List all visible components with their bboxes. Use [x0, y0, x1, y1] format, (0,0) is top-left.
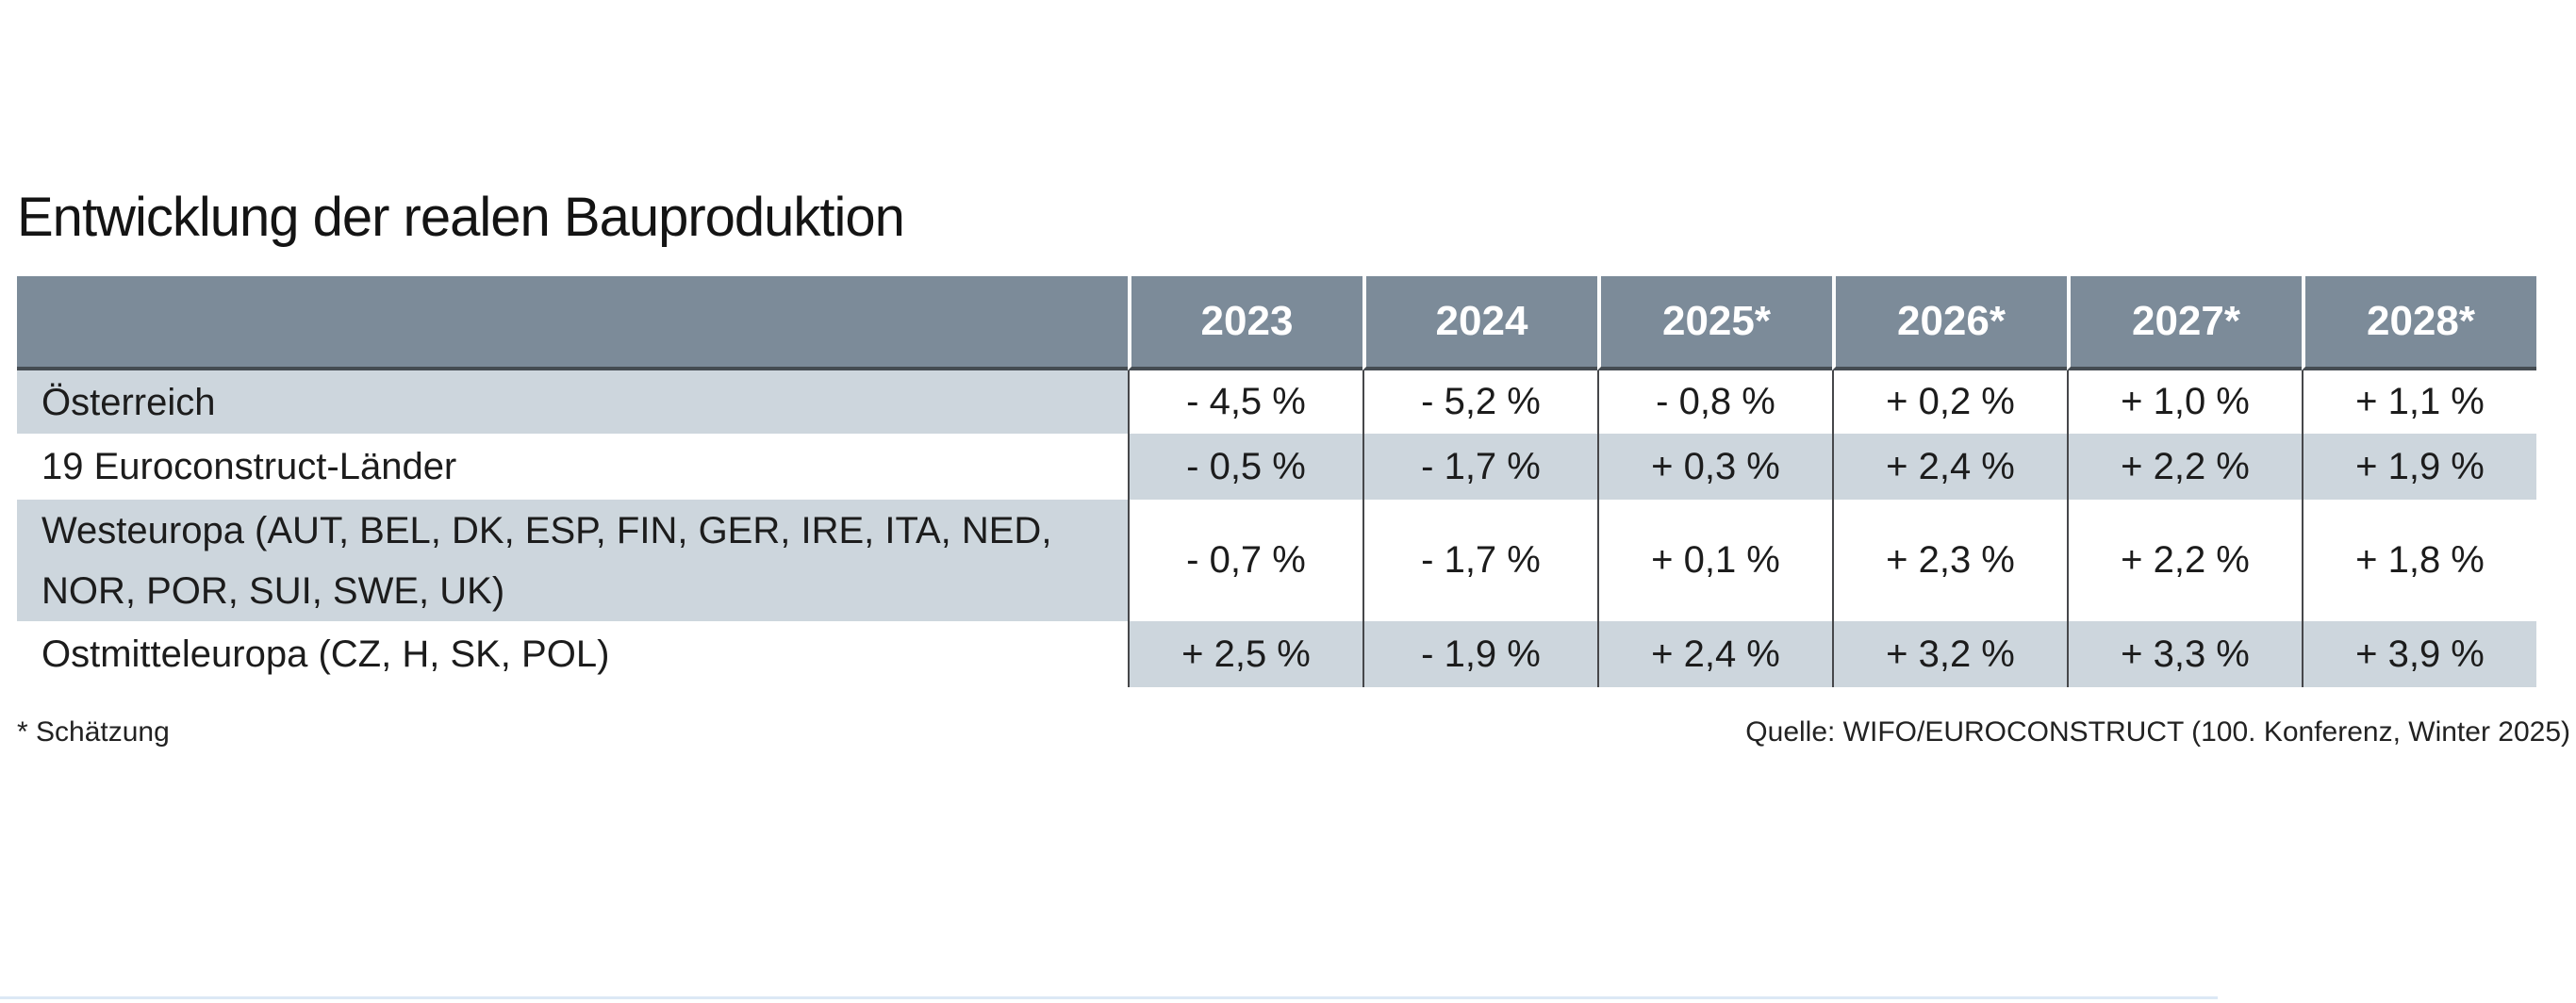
table-cell: + 1,8 % — [2302, 500, 2536, 621]
table-cell: + 3,9 % — [2302, 621, 2536, 687]
table-cell: + 0,3 % — [1597, 434, 1832, 500]
table-cell: + 2,5 % — [1128, 621, 1362, 687]
table-cell: - 1,7 % — [1362, 434, 1597, 500]
table-cell: - 0,8 % — [1597, 370, 1832, 434]
column-header-2027: 2027* — [2067, 276, 2302, 370]
table-cell: + 0,2 % — [1832, 370, 2067, 434]
column-header-2024: 2024 — [1362, 276, 1597, 370]
table-cell: + 2,4 % — [1832, 434, 2067, 500]
column-header-2023: 2023 — [1128, 276, 1362, 370]
table-cell: - 0,5 % — [1128, 434, 1362, 500]
table-cell: - 1,9 % — [1362, 621, 1597, 687]
table-cell: - 1,7 % — [1362, 500, 1597, 621]
table-cell: - 5,2 % — [1362, 370, 1597, 434]
row-label-westeuropa: Westeuropa (AUT, BEL, DK, ESP, FIN, GER,… — [17, 500, 1128, 621]
table-cell: + 1,0 % — [2067, 370, 2302, 434]
table-corner-cell — [17, 276, 1128, 370]
row-label-oesterreich: Österreich — [17, 370, 1128, 434]
table-cell: + 2,3 % — [1832, 500, 2067, 621]
estimate-footnote: * Schätzung — [17, 716, 170, 748]
table-cell: + 2,4 % — [1597, 621, 1832, 687]
column-header-2026: 2026* — [1832, 276, 2067, 370]
table-cell: + 2,2 % — [2067, 434, 2302, 500]
table-cell: + 1,1 % — [2302, 370, 2536, 434]
table-cell: - 4,5 % — [1128, 370, 1362, 434]
table-cell: - 0,7 % — [1128, 500, 1362, 621]
row-label-ostmitteleuropa: Ostmitteleuropa (CZ, H, SK, POL) — [17, 621, 1128, 687]
column-header-2025: 2025* — [1597, 276, 1832, 370]
chart-title: Entwicklung der realen Bauproduktion — [17, 187, 905, 248]
bottom-divider-line — [0, 996, 2218, 999]
table-cell: + 1,9 % — [2302, 434, 2536, 500]
data-table: 2023 2024 2025* 2026* 2027* 2028* Österr… — [17, 276, 2536, 687]
table-cell: + 0,1 % — [1597, 500, 1832, 621]
table-cell: + 3,3 % — [2067, 621, 2302, 687]
table-cell: + 3,2 % — [1832, 621, 2067, 687]
column-header-2028: 2028* — [2302, 276, 2536, 370]
source-credit: Quelle: WIFO/EUROCONSTRUCT (100. Konfere… — [1745, 716, 2570, 748]
row-label-euroconstruct-laender: 19 Euroconstruct-Länder — [17, 434, 1128, 500]
table-cell: + 2,2 % — [2067, 500, 2302, 621]
